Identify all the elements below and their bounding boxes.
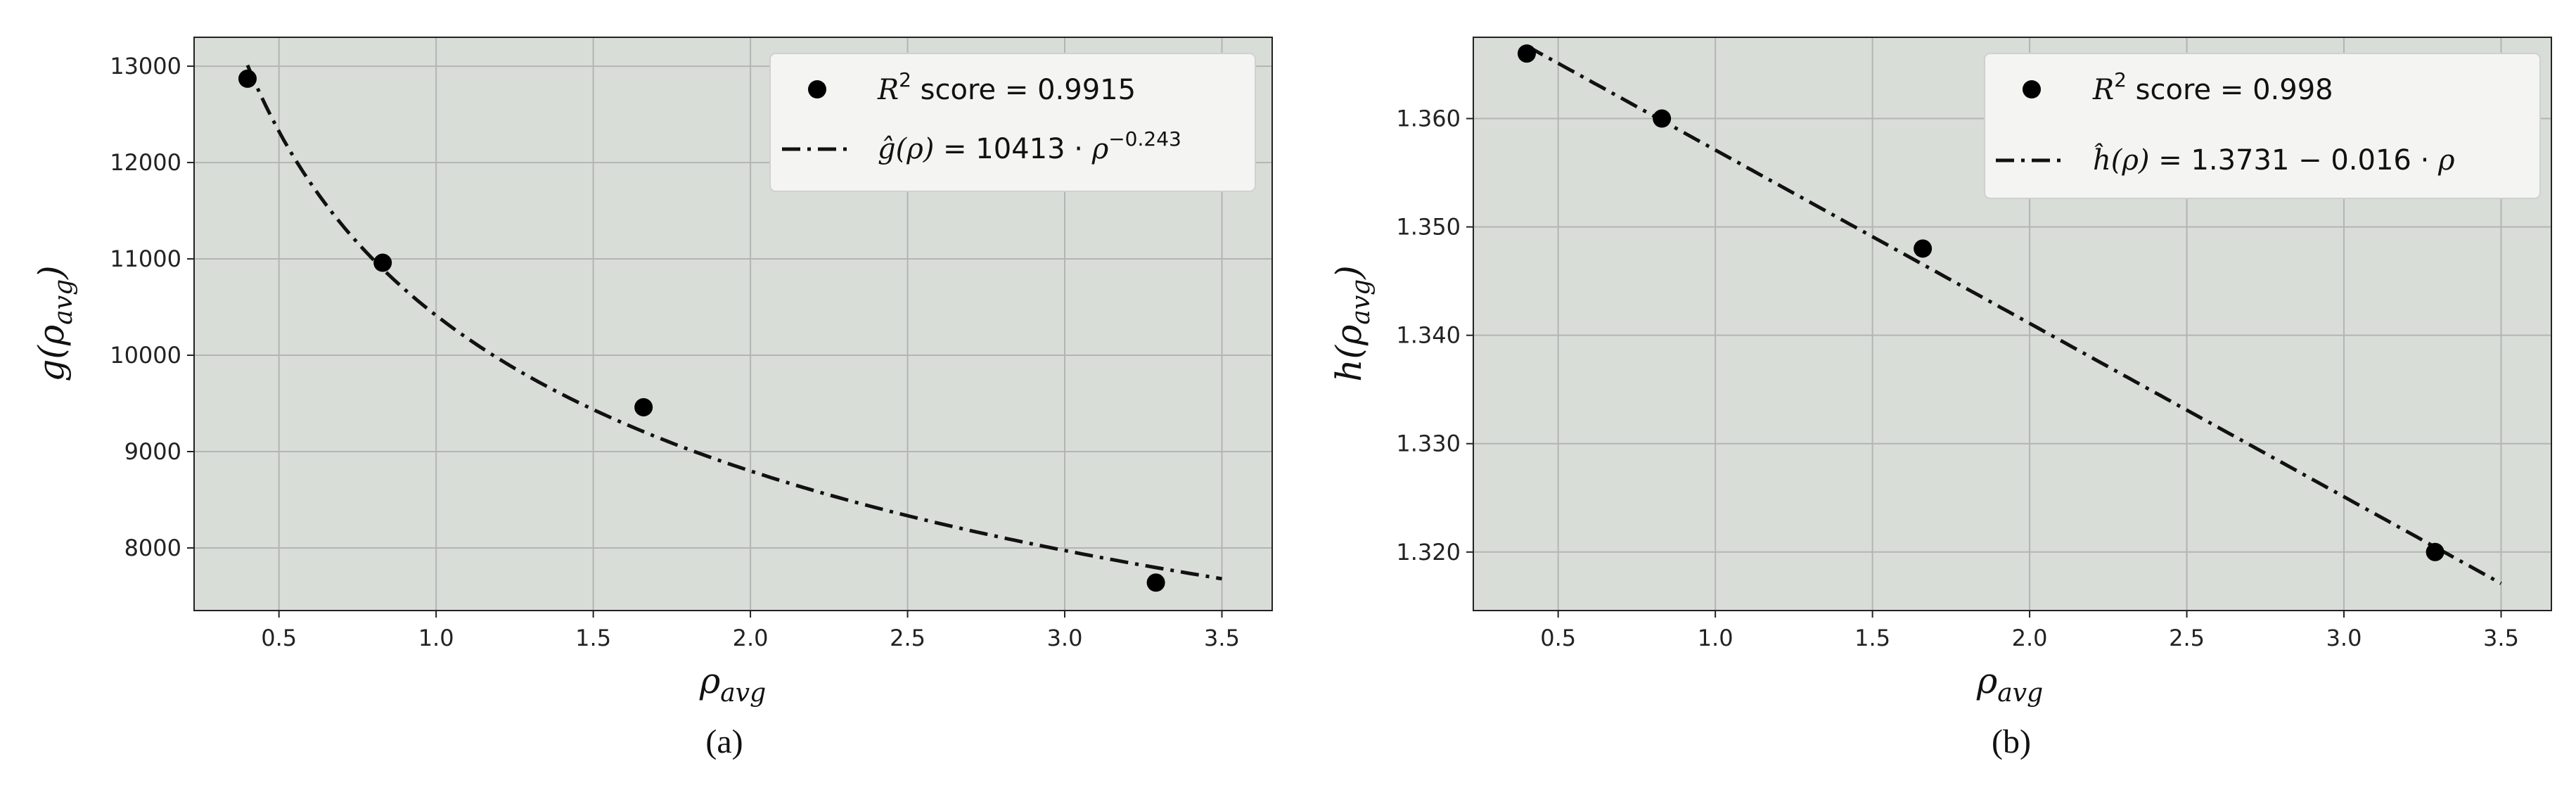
- fit-curve-a: [245, 64, 1222, 581]
- x-tick-label-b: 1.0: [1698, 625, 1734, 651]
- data-point-b: [1653, 109, 1672, 128]
- x-tick-label-b: 0.5: [1540, 625, 1576, 651]
- x-tick-label-b: 2.0: [2012, 625, 2048, 651]
- data-points-a: [238, 69, 1165, 592]
- x-tick-label-b: 3.5: [2483, 625, 2519, 651]
- legend-label-points-a: R2 score = 0.9915: [877, 68, 1136, 106]
- data-points-b: [1517, 44, 2444, 561]
- x-tick-label-a: 3.5: [1204, 625, 1240, 651]
- caption-b: (b): [1992, 723, 2031, 760]
- panel-a: 0.5 1.0 1.5 2.0 2.5 3.0 3.5 8000 9000 10000 11000…: [31, 37, 1273, 760]
- y-tick-label-b: 1.360: [1396, 106, 1461, 132]
- x-tick-label-a: 3.0: [1047, 625, 1083, 651]
- x-axis-label-b: ρavg: [1976, 660, 2043, 708]
- x-tick-label-a: 1.5: [575, 625, 611, 651]
- panel-b: 0.5 1.0 1.5 2.0 2.5 3.0 3.5 1.3201.3301.3401.3…: [1328, 37, 2552, 760]
- fit-line-b: [1525, 44, 2502, 585]
- legend-b: R2 score = 0.998 ĥ(ρ) = 1.3731 − 0.016 ·…: [1984, 53, 2541, 199]
- plot-frame-b: [1473, 37, 2552, 611]
- legend-marker-points-b: [2023, 80, 2041, 98]
- x-tick-label-a: 0.5: [261, 625, 297, 651]
- data-point-a: [238, 69, 257, 88]
- legend-marker-points-a: [808, 80, 826, 98]
- legend-box-a: [769, 53, 1256, 192]
- x-ticks-a: 0.5 1.0 1.5 2.0 2.5 3.0 3.5: [261, 611, 1240, 651]
- x-tick-label-a: 1.0: [418, 625, 454, 651]
- y-tick-label-a: 8000: [124, 535, 181, 561]
- y-tick-label-a: 13000: [110, 53, 181, 79]
- data-point-a: [373, 253, 392, 272]
- legend-label-points-b: R2 score = 0.998: [2092, 68, 2333, 106]
- y-axis-label-a: g(ρavg): [31, 265, 78, 381]
- x-tick-label-b: 2.5: [2169, 625, 2205, 651]
- legend-label-fit-b: ĥ(ρ) = 1.3731 − 0.016 · ρ: [2093, 143, 2455, 177]
- data-point-b: [2426, 542, 2444, 561]
- caption-a: (a): [705, 723, 743, 760]
- y-axis-label-b: h(ρavg): [1328, 265, 1376, 381]
- y-tick-label-b: 1.350: [1396, 214, 1461, 241]
- y-ticks-b: 1.320 1.330 1.340 1.350 1.360: [1396, 106, 1473, 566]
- y-tick-label-a: 12000: [110, 149, 181, 176]
- x-tick-label-b: 3.0: [2326, 625, 2362, 651]
- legend-a: R2 score = 0.9915 ĝ(ρ) = 10413 · ρ−0.243: [769, 53, 1256, 192]
- data-point-a: [634, 397, 653, 416]
- y-tick-label-b: 1.340: [1396, 322, 1461, 349]
- y-tick-label-a: 10000: [110, 342, 181, 369]
- x-axis-label-a: ρavg: [699, 660, 766, 708]
- data-point-b: [1914, 239, 1933, 258]
- x-tick-label-a: 2.0: [733, 625, 769, 651]
- y-tick-label-b: 1.330: [1396, 430, 1461, 457]
- y-ticks-a: 8000 9000 10000 11000 12000 13000: [110, 53, 194, 561]
- legend-box-b: [1984, 53, 2541, 199]
- x-ticks-b: 0.5 1.0 1.5 2.0 2.5 3.0 3.5: [1540, 611, 2519, 651]
- x-tick-label-a: 2.5: [890, 625, 925, 651]
- x-tick-label-b: 1.5: [1854, 625, 1890, 651]
- grid-a: [194, 37, 1272, 611]
- fit-curve-b: [1525, 44, 2502, 585]
- data-point-a: [1146, 573, 1165, 592]
- data-point-b: [1517, 44, 1536, 63]
- fit-line-a: [245, 64, 1222, 581]
- y-tick-label-a: 11000: [110, 245, 181, 272]
- y-tick-label-b: 1.320: [1396, 539, 1461, 566]
- y-tick-label-a: 9000: [124, 438, 181, 465]
- plot-frame-a: [193, 37, 1273, 611]
